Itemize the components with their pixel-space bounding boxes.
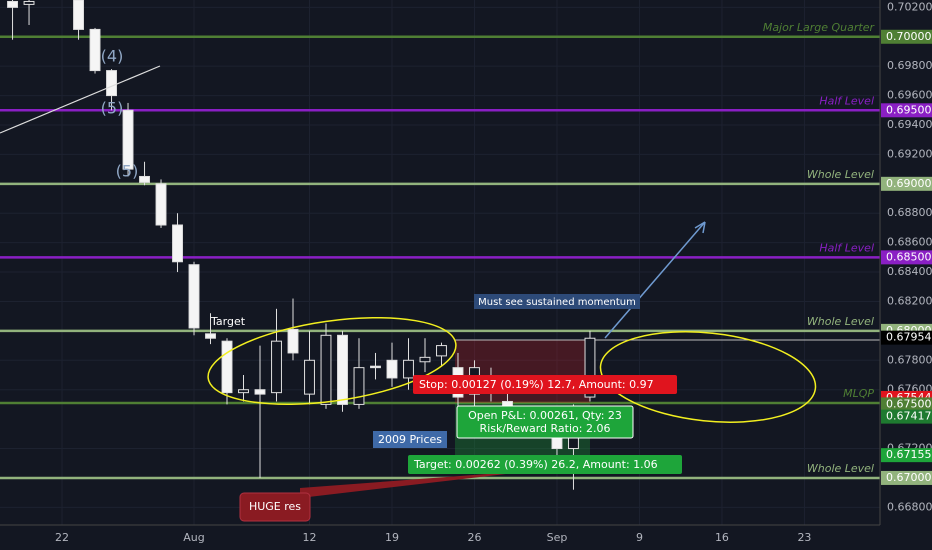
highlight-ellipse bbox=[599, 331, 817, 423]
candle-body bbox=[139, 175, 150, 183]
candle-body bbox=[436, 345, 447, 357]
candle-body bbox=[584, 337, 596, 398]
annotation: Risk/Reward Ratio: 2.06 bbox=[480, 422, 611, 435]
highlight-ellipse bbox=[207, 316, 457, 406]
price-mark bbox=[881, 397, 932, 412]
annotation: 2009 Prices bbox=[378, 433, 442, 446]
y-tick-label: 0.66800 bbox=[887, 500, 932, 513]
candle-body bbox=[122, 109, 134, 170]
candle-body bbox=[155, 183, 167, 226]
candle-body bbox=[304, 359, 315, 395]
annotation: Stop: 0.00127 (0.19%) 12.7, Amount: 0.97 bbox=[419, 378, 654, 391]
level-label: Whole Level bbox=[807, 168, 874, 181]
candle-body bbox=[254, 389, 266, 395]
label-box bbox=[413, 375, 677, 394]
x-tick-label: 19 bbox=[385, 531, 399, 544]
level-label: Whole Level bbox=[807, 315, 874, 328]
price-mark-label: 0.69000 bbox=[886, 177, 932, 190]
y-tick-label: 0.69200 bbox=[887, 147, 932, 160]
price-mark bbox=[881, 250, 932, 265]
callout-pointer bbox=[300, 470, 540, 498]
y-tick-label: 0.69800 bbox=[887, 59, 932, 72]
arrow bbox=[604, 221, 706, 339]
candle-body bbox=[221, 340, 233, 394]
price-mark-label: 0.67417 bbox=[886, 410, 932, 423]
candle-body bbox=[73, 0, 84, 30]
x-tick-label: 16 bbox=[715, 531, 729, 544]
price-mark-label: 0.68500 bbox=[886, 250, 932, 263]
wave-label: (4) bbox=[101, 47, 124, 66]
wave-label: (5) bbox=[116, 162, 139, 181]
candle-body bbox=[106, 70, 117, 97]
label-box bbox=[373, 431, 447, 448]
x-tick-label: 12 bbox=[303, 531, 317, 544]
price-mark-label: 0.67954 bbox=[886, 331, 932, 344]
price-mark-label: 0.67000 bbox=[886, 471, 932, 484]
candle-body bbox=[370, 365, 381, 369]
y-tick-label: 0.68400 bbox=[887, 265, 932, 278]
level-label: Whole Level bbox=[807, 462, 874, 475]
candle-body bbox=[205, 333, 216, 339]
level-label: Half Level bbox=[819, 94, 874, 107]
candle-body bbox=[287, 328, 299, 354]
y-tick-label: 0.67800 bbox=[887, 353, 932, 366]
trend-line bbox=[0, 65, 161, 134]
price-mark bbox=[881, 29, 932, 44]
arrow-head bbox=[694, 221, 706, 234]
y-tick-label: 0.68600 bbox=[887, 236, 932, 249]
candle-body bbox=[23, 0, 35, 5]
label-box bbox=[239, 492, 311, 522]
x-tick-label: Sep bbox=[547, 531, 568, 544]
x-tick-label: Aug bbox=[183, 531, 204, 544]
label-box bbox=[474, 294, 640, 309]
y-tick-label: 0.69400 bbox=[887, 118, 932, 131]
level-label: MLQP bbox=[843, 387, 874, 400]
y-tick-label: 0.69600 bbox=[887, 89, 932, 102]
price-mark-label: 0.67155 bbox=[886, 448, 932, 461]
price-mark bbox=[881, 176, 932, 191]
candle-body bbox=[7, 0, 18, 8]
label-box bbox=[456, 405, 634, 439]
candle-body bbox=[353, 367, 365, 405]
axes: 0.70200 0.69800 0.69600 0.69400 0.69200 0.688… bbox=[55, 0, 932, 544]
level-label: Major Large Quarter bbox=[763, 21, 876, 34]
price-mark-label: 0.70000 bbox=[886, 30, 932, 43]
candle-body bbox=[172, 224, 183, 263]
x-tick-label: 22 bbox=[55, 531, 69, 544]
y-tick-label: 0.70200 bbox=[887, 0, 932, 13]
candle-body bbox=[419, 356, 431, 363]
x-tick-label: 23 bbox=[797, 531, 811, 544]
candle-body bbox=[403, 359, 414, 379]
x-tick-label: 26 bbox=[467, 531, 481, 544]
price-mark-label: 0.67500 bbox=[886, 397, 932, 410]
candle-body bbox=[271, 340, 282, 394]
price-mark bbox=[881, 409, 932, 424]
price-mark bbox=[881, 448, 932, 463]
annotation: HUGE res bbox=[249, 500, 301, 513]
candle-body bbox=[89, 28, 101, 72]
y-tick-label: 0.68800 bbox=[887, 206, 932, 219]
candle-body bbox=[238, 389, 249, 394]
y-tick-label: 0.68200 bbox=[887, 294, 932, 307]
wave-label: (5) bbox=[101, 99, 124, 118]
price-mark-label: 0.69500 bbox=[886, 103, 932, 116]
price-mark bbox=[881, 330, 932, 345]
label-box bbox=[408, 455, 682, 474]
annotation: Target bbox=[210, 315, 246, 328]
candle-body bbox=[386, 359, 398, 379]
x-tick-label: 9 bbox=[636, 531, 643, 544]
annotation: Must see sustained momentum bbox=[478, 297, 636, 308]
levels: Major Large Quarter Half Level Whole Level… bbox=[0, 21, 880, 480]
price-mark bbox=[881, 103, 932, 118]
candle-body bbox=[188, 264, 200, 329]
candle-body bbox=[320, 334, 332, 405]
annotation: Open P&L: 0.00261, Qty: 23 bbox=[468, 409, 622, 422]
candle-body bbox=[337, 334, 348, 405]
price-mark bbox=[881, 470, 932, 485]
level-label: Half Level bbox=[819, 241, 874, 254]
annotation: Target: 0.00262 (0.39%) 26.2, Amount: 1.… bbox=[413, 458, 658, 471]
